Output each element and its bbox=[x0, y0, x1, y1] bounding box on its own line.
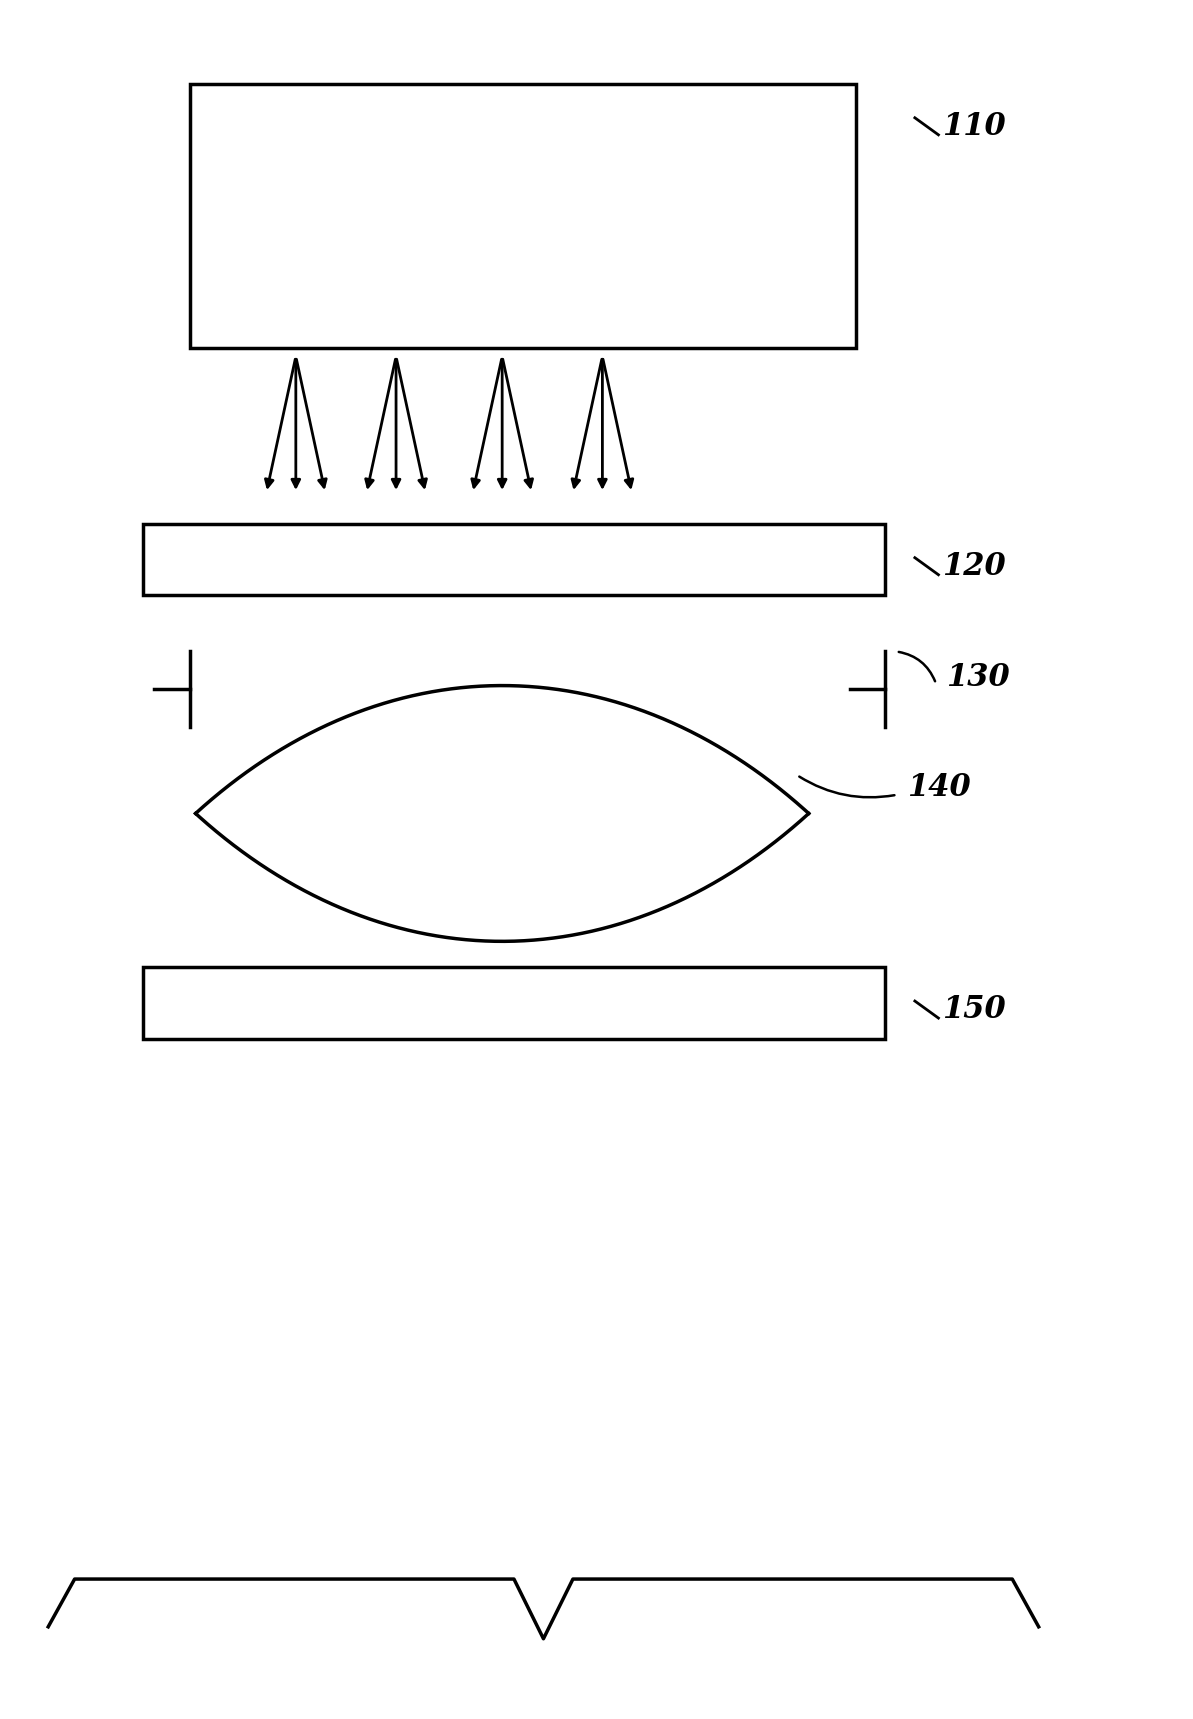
Text: 120: 120 bbox=[942, 550, 1006, 581]
Text: 110: 110 bbox=[942, 110, 1006, 141]
Bar bbox=[142, 524, 885, 595]
Text: 130: 130 bbox=[946, 662, 1009, 693]
Text: 140: 140 bbox=[907, 772, 970, 803]
Bar bbox=[142, 966, 885, 1038]
Text: 150: 150 bbox=[942, 994, 1006, 1025]
Bar bbox=[190, 84, 855, 347]
